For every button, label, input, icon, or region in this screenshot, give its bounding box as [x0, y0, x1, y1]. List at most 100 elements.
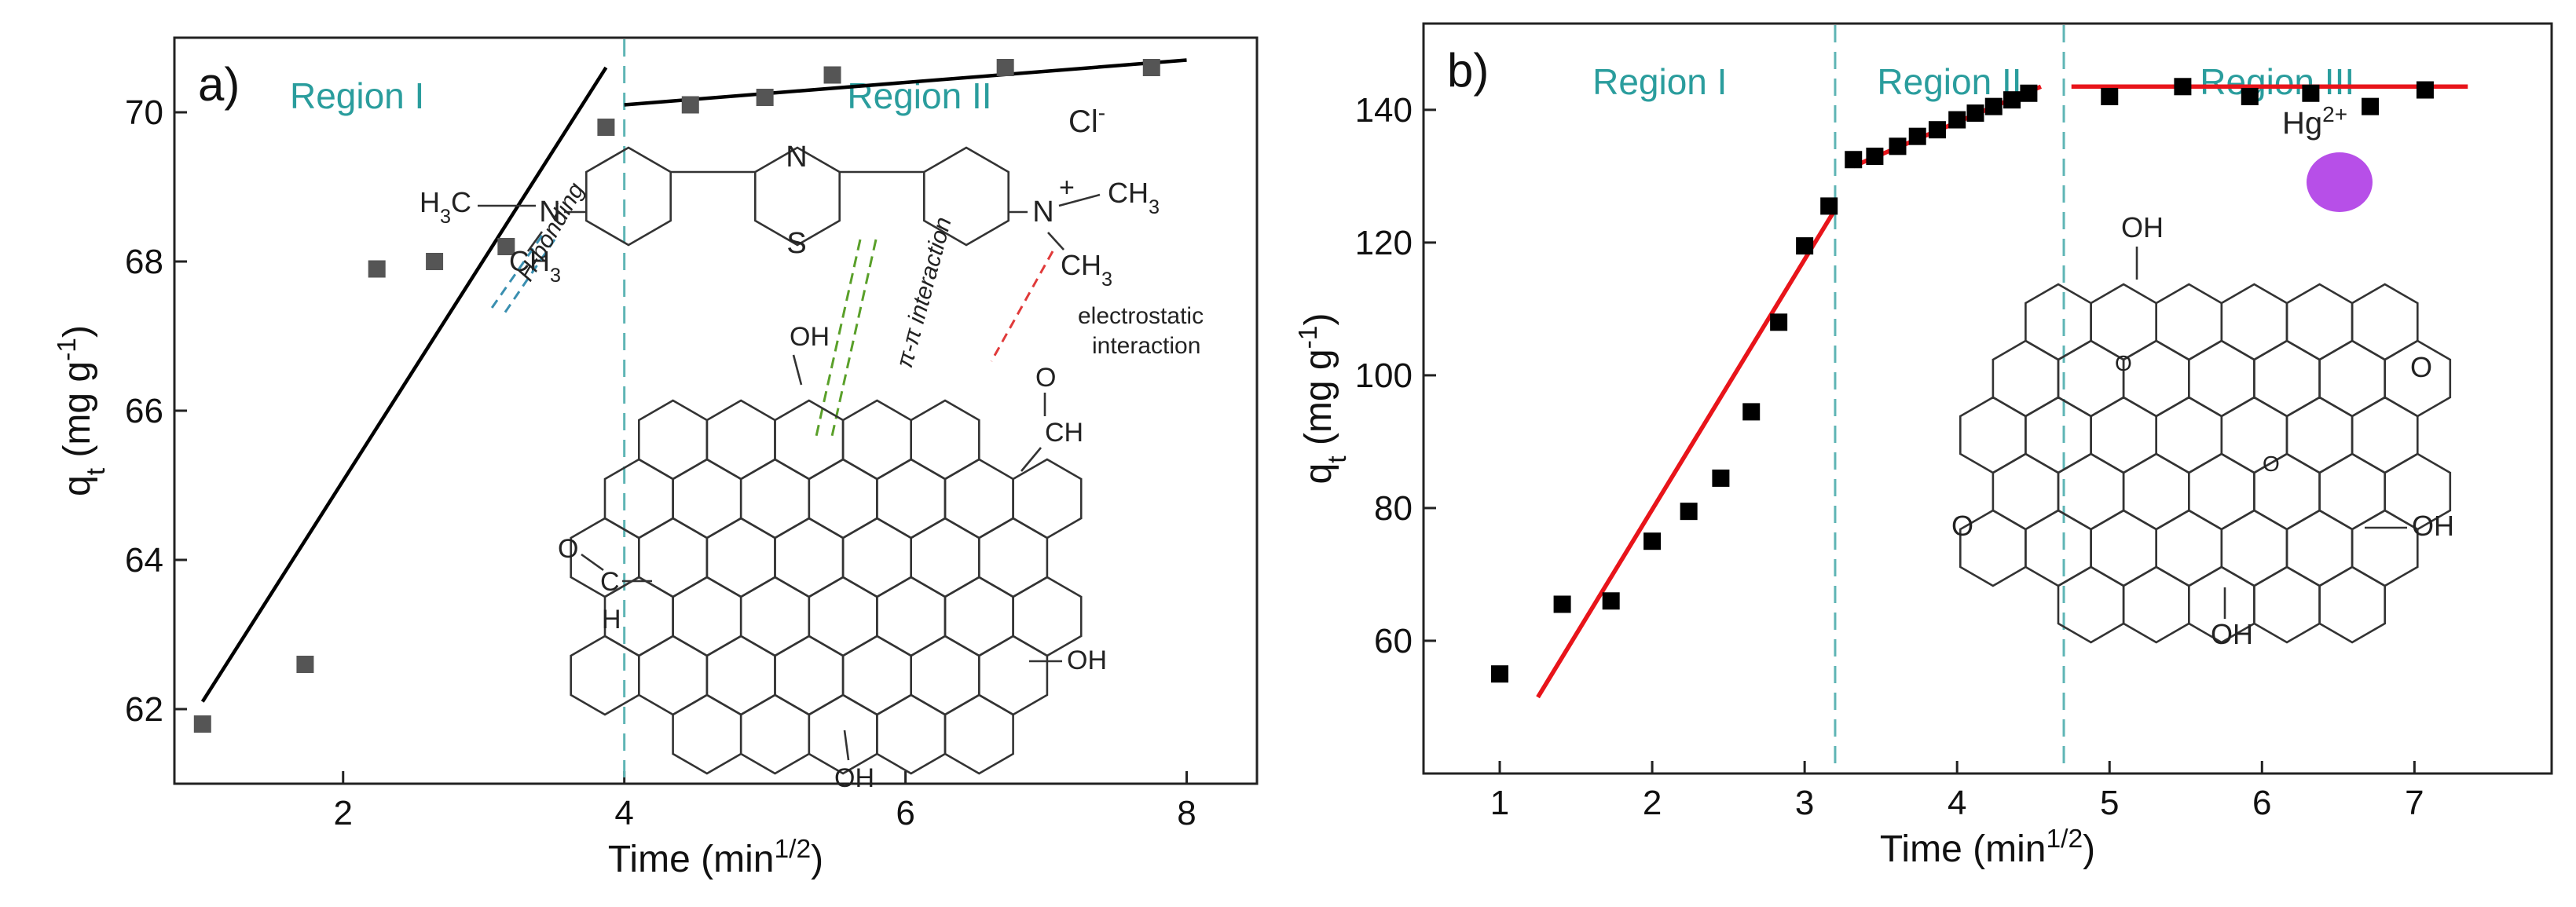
hexagon-ring [1012, 458, 1083, 539]
electrostatic-label-2: interaction [1092, 333, 1200, 359]
hexagon-ring [2025, 509, 2092, 587]
hexagon-ring [808, 458, 878, 539]
electrostatic-label: electrostatic [1078, 303, 1204, 329]
y-tick-label: 140 [1355, 91, 1413, 130]
hexagon-ring [841, 635, 912, 716]
hexagon-ring [1959, 396, 2027, 474]
hexagon-ring [944, 693, 1014, 775]
data-point [2302, 84, 2320, 102]
hexagon-ring [570, 635, 640, 716]
mb-ring-left [585, 146, 672, 247]
hexagon-ring [978, 635, 1049, 716]
hexagon-ring [754, 146, 841, 247]
y-tick-label: 60 [1374, 622, 1413, 660]
y-tick-label: 100 [1355, 357, 1413, 395]
fit-line [624, 58, 1187, 107]
data-point [1643, 532, 1662, 550]
hexagon-ring [2155, 509, 2223, 587]
epoxy-oxygen: O [1951, 510, 1973, 542]
methyl-group: CH3 [509, 245, 561, 287]
hydroxyl-group: OH [2121, 211, 2164, 243]
bond [843, 730, 850, 761]
data-point [368, 260, 386, 278]
hexagon-ring [2285, 396, 2354, 474]
data-point [1928, 121, 1946, 139]
y-tick-label: 70 [125, 93, 163, 132]
data-point [426, 253, 444, 270]
data-point [681, 96, 699, 114]
y-tick-label: 68 [125, 243, 163, 281]
aldehyde-oxygen: O [1035, 363, 1056, 393]
bond [1058, 193, 1101, 207]
pi-pi-label: π-π interaction [892, 214, 957, 371]
hexagon-ring [774, 635, 845, 716]
data-point [1984, 97, 2003, 115]
hexagon-ring [1992, 339, 2060, 418]
hexagon-ring [978, 517, 1049, 598]
x-tick-label: 2 [334, 794, 353, 832]
hexagon-ring [638, 635, 709, 716]
hexagon-ring [2122, 452, 2190, 531]
data-point [1889, 137, 1907, 155]
hexagon-ring [2318, 339, 2386, 418]
panel-label: a) [198, 58, 240, 111]
electrostatic-dash [990, 251, 1054, 362]
positive-charge: + [1059, 173, 1075, 203]
data-point [2416, 81, 2434, 99]
hexagon-ring [2090, 509, 2157, 587]
aldehyde-ch: CH [1045, 418, 1083, 448]
aldehyde-hydrogen: H [602, 605, 621, 635]
hexagon-ring [876, 576, 947, 657]
aldehyde-oxygen: O [558, 534, 578, 564]
pi-pi-dash [830, 239, 878, 441]
hexagon-ring [841, 517, 912, 598]
hexagon-ring [705, 635, 776, 716]
x-axis-label: Time (min1/2) [1880, 825, 2095, 871]
y-tick-label: 80 [1374, 489, 1413, 528]
data-point [1602, 592, 1620, 610]
hexagon-ring [2220, 283, 2288, 361]
hexagon-ring [2057, 565, 2125, 644]
hexagon-ring [910, 635, 980, 716]
hexagon-ring [2285, 283, 2354, 361]
x-tick-label: 6 [896, 794, 914, 832]
hexagon-ring [739, 693, 811, 775]
fit-line [1536, 208, 1838, 699]
hexagon-ring [944, 576, 1014, 657]
data-point [1770, 313, 1788, 331]
epoxy-oxygen-inner: O [2115, 351, 2132, 375]
x-tick-label: 2 [1643, 784, 1662, 822]
epoxy-oxygen: O [2410, 351, 2432, 383]
hexagon-ring [2155, 283, 2223, 361]
data-point [1866, 148, 1884, 166]
y-tick-label: 66 [125, 392, 163, 430]
data-point [1680, 503, 1698, 521]
sulfur-atom: S [786, 227, 806, 260]
hexagon-ring [774, 399, 845, 481]
hexagon-ring [585, 146, 672, 247]
data-point [296, 656, 314, 673]
hexagon-ring [2253, 339, 2321, 418]
hexagon-ring [2188, 339, 2255, 418]
hydroxyl-group: OH [790, 322, 830, 352]
bond [1021, 447, 1042, 472]
hexagon-ring [2285, 509, 2354, 587]
epoxy-oxygen-inner: O [2263, 452, 2280, 476]
hexagon-ring [672, 693, 742, 775]
hexagon-ring [2155, 396, 2223, 474]
hexagon-ring [2057, 452, 2125, 531]
panel-label: b) [1447, 44, 1489, 97]
hexagon-ring [2057, 339, 2125, 418]
hexagon-ring [2025, 396, 2092, 474]
bond [581, 553, 604, 572]
hexagon-ring [910, 399, 980, 481]
data-point [1820, 197, 1838, 215]
hexagon-ring [705, 399, 776, 481]
y-axis-label: qt (mg g-1) [53, 325, 111, 496]
hydroxyl-group: OH [2412, 510, 2454, 542]
hydroxyl-group: OH [1067, 646, 1107, 675]
plot-frame [1422, 22, 2553, 775]
